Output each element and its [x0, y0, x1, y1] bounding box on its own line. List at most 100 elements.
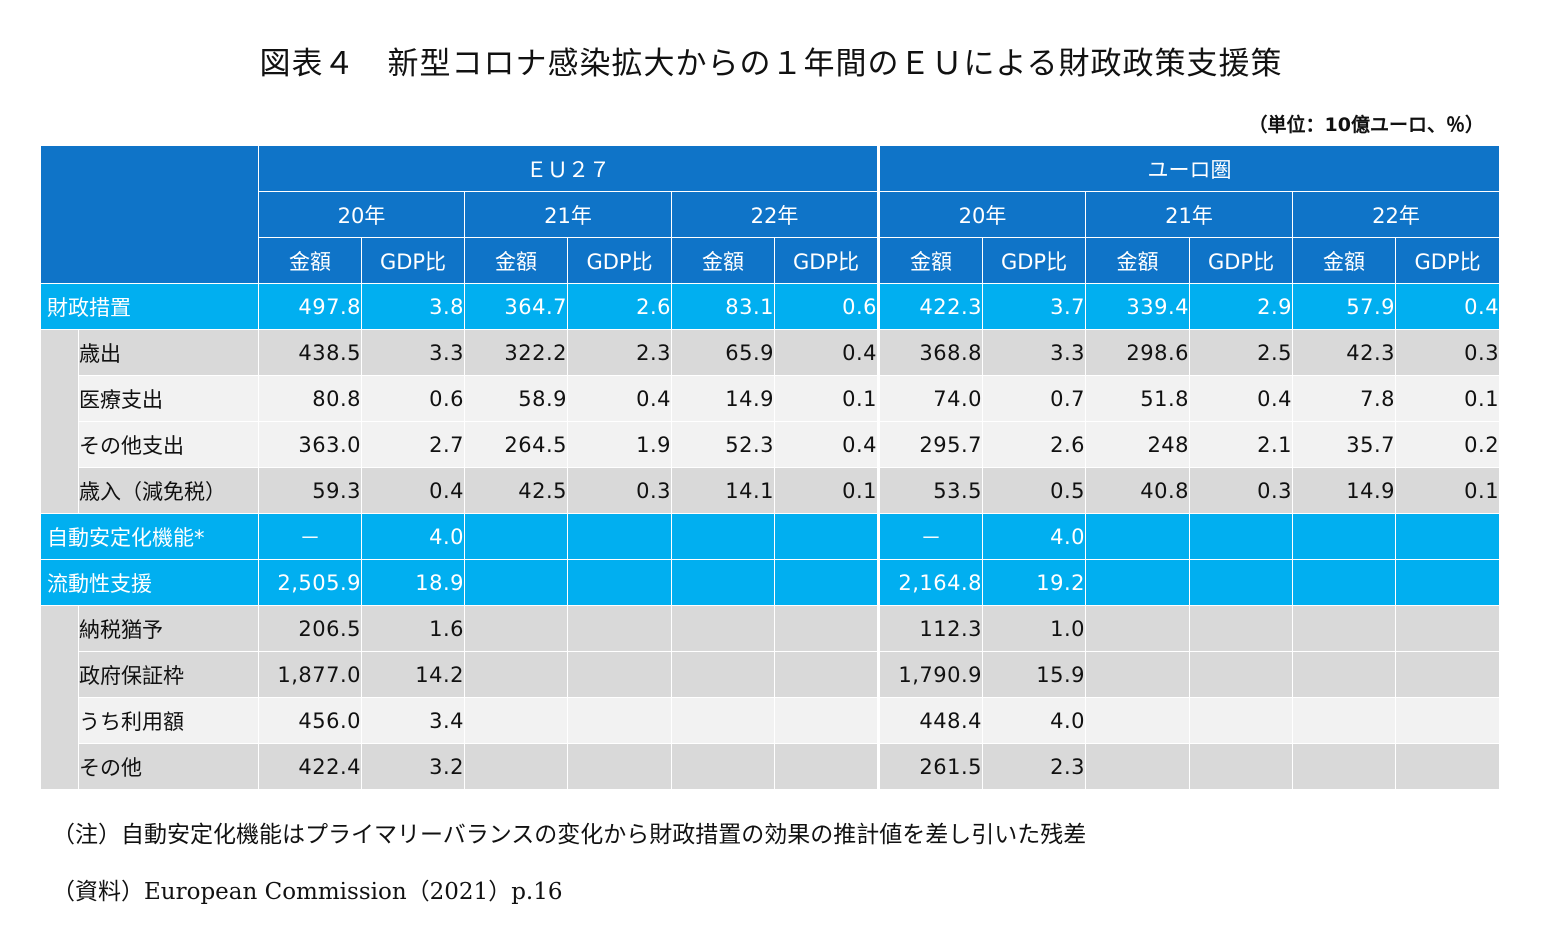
cell [1395, 513, 1501, 560]
cell [567, 605, 672, 652]
cell: 2.7 [361, 421, 465, 468]
cell: 0.4 [1395, 283, 1501, 330]
cell: 2,164.8 [877, 559, 984, 606]
cell [1292, 697, 1397, 744]
cell: 18.9 [361, 559, 465, 606]
cell: 0.1 [773, 467, 880, 514]
cell: 14.2 [361, 651, 465, 698]
cell: 0.1 [773, 375, 880, 422]
cell [1085, 605, 1191, 652]
header-amount: 金額 [258, 237, 362, 284]
cell: 206.5 [258, 605, 362, 652]
cell [1189, 697, 1294, 744]
cell: 0.1 [1395, 467, 1501, 514]
cell [1395, 743, 1501, 790]
cell: 248 [1085, 421, 1191, 468]
cell [1085, 559, 1191, 606]
fiscal-support-table: ＥＵ２７ ユーロ圏 20年 21年 22年 20年 21年 22年 金額 GDP… [40, 145, 1501, 790]
cell: 0.4 [1189, 375, 1294, 422]
cell: － [877, 513, 984, 560]
cell [567, 743, 672, 790]
cell [1292, 559, 1397, 606]
cell [1189, 513, 1294, 560]
cell [464, 559, 568, 606]
cell [1189, 743, 1294, 790]
cell: － [258, 513, 362, 560]
row-label: その他 [78, 743, 259, 790]
header-amount: 金額 [671, 237, 775, 284]
cell: 1,790.9 [877, 651, 984, 698]
cell [1395, 697, 1501, 744]
cell: 0.3 [567, 467, 672, 514]
cell: 0.3 [1395, 329, 1501, 376]
cell: 42.5 [464, 467, 568, 514]
cell: 2.1 [1189, 421, 1294, 468]
cell: 0.4 [773, 421, 880, 468]
cell: 2.9 [1189, 283, 1294, 330]
cell: 422.3 [877, 283, 984, 330]
cell: 339.4 [1085, 283, 1191, 330]
cell: 0.5 [982, 467, 1087, 514]
cell: 1.6 [361, 605, 465, 652]
row-label: 政府保証枠 [78, 651, 259, 698]
indent-stub [40, 605, 79, 790]
cell: 295.7 [877, 421, 984, 468]
cell: 58.9 [464, 375, 568, 422]
cell: 4.0 [361, 513, 465, 560]
cell: 0.4 [773, 329, 880, 376]
cell: 2.6 [982, 421, 1087, 468]
cell: 422.4 [258, 743, 362, 790]
header-row-years: 20年 21年 22年 20年 21年 22年 [41, 191, 1501, 238]
cell: 3.3 [982, 329, 1087, 376]
cell [671, 743, 775, 790]
cell: 112.3 [877, 605, 984, 652]
cell: 35.7 [1292, 421, 1397, 468]
cell: 3.7 [982, 283, 1087, 330]
cell [464, 743, 568, 790]
table-row: 自動安定化機能* － 4.0 － 4.0 [40, 513, 1501, 560]
cell: 4.0 [982, 513, 1087, 560]
table-row: 財政措置 497.8 3.8 364.7 2.6 83.1 0.6 422.3 … [40, 283, 1501, 330]
row-label: その他支出 [78, 421, 259, 468]
cell: 19.2 [982, 559, 1087, 606]
page-title: 図表４ 新型コロナ感染拡大からの１年間のＥＵによる財政政策支援策 [259, 46, 1283, 82]
header-row-metrics: 金額 GDP比 金額 GDP比 金額 GDP比 金額 GDP比 金額 GDP比 … [41, 237, 1501, 284]
cell: 0.7 [982, 375, 1087, 422]
cell: 2.3 [567, 329, 672, 376]
cell: 74.0 [877, 375, 984, 422]
row-label: 歳入（減免税） [78, 467, 259, 514]
header-corner [40, 145, 259, 284]
table-row: 医療支出 80.8 0.6 58.9 0.4 14.9 0.1 74.0 0.7… [41, 375, 1501, 422]
row-label: 歳出 [78, 329, 259, 376]
cell [773, 743, 880, 790]
cell: 1.9 [567, 421, 672, 468]
cell [567, 697, 672, 744]
cell [671, 697, 775, 744]
cell: 14.9 [1292, 467, 1397, 514]
header-group-eu27: ＥＵ２７ [257, 145, 880, 192]
cell: 0.2 [1395, 421, 1501, 468]
cell: 53.5 [877, 467, 984, 514]
table-row: 歳出 438.5 3.3 322.2 2.3 65.9 0.4 368.8 3.… [40, 329, 1501, 514]
cell [671, 513, 775, 560]
source-citation: （資料）European Commission（2021）p.16 [52, 879, 563, 905]
cell [1189, 651, 1294, 698]
header-amount: 金額 [1292, 237, 1397, 284]
row-label: うち利用額 [78, 697, 259, 744]
header-gdp: GDP比 [567, 237, 672, 284]
header-year: 20年 [877, 191, 1087, 238]
header-gdp: GDP比 [361, 237, 465, 284]
footnote: （注）自動安定化機能はプライマリーバランスの変化から財政措置の効果の推計値を差し… [52, 822, 1087, 848]
cell [1292, 743, 1397, 790]
cell [671, 605, 775, 652]
cell: 83.1 [671, 283, 775, 330]
table-row: その他 422.4 3.2 261.5 2.3 [41, 743, 1501, 790]
cell [464, 513, 568, 560]
cell: 0.6 [773, 283, 880, 330]
cell: 456.0 [258, 697, 362, 744]
table-row: うち利用額 456.0 3.4 448.4 4.0 [41, 697, 1501, 744]
cell [671, 559, 775, 606]
cell: 2.6 [567, 283, 672, 330]
cell: 438.5 [258, 329, 362, 376]
cell: 0.1 [1395, 375, 1501, 422]
